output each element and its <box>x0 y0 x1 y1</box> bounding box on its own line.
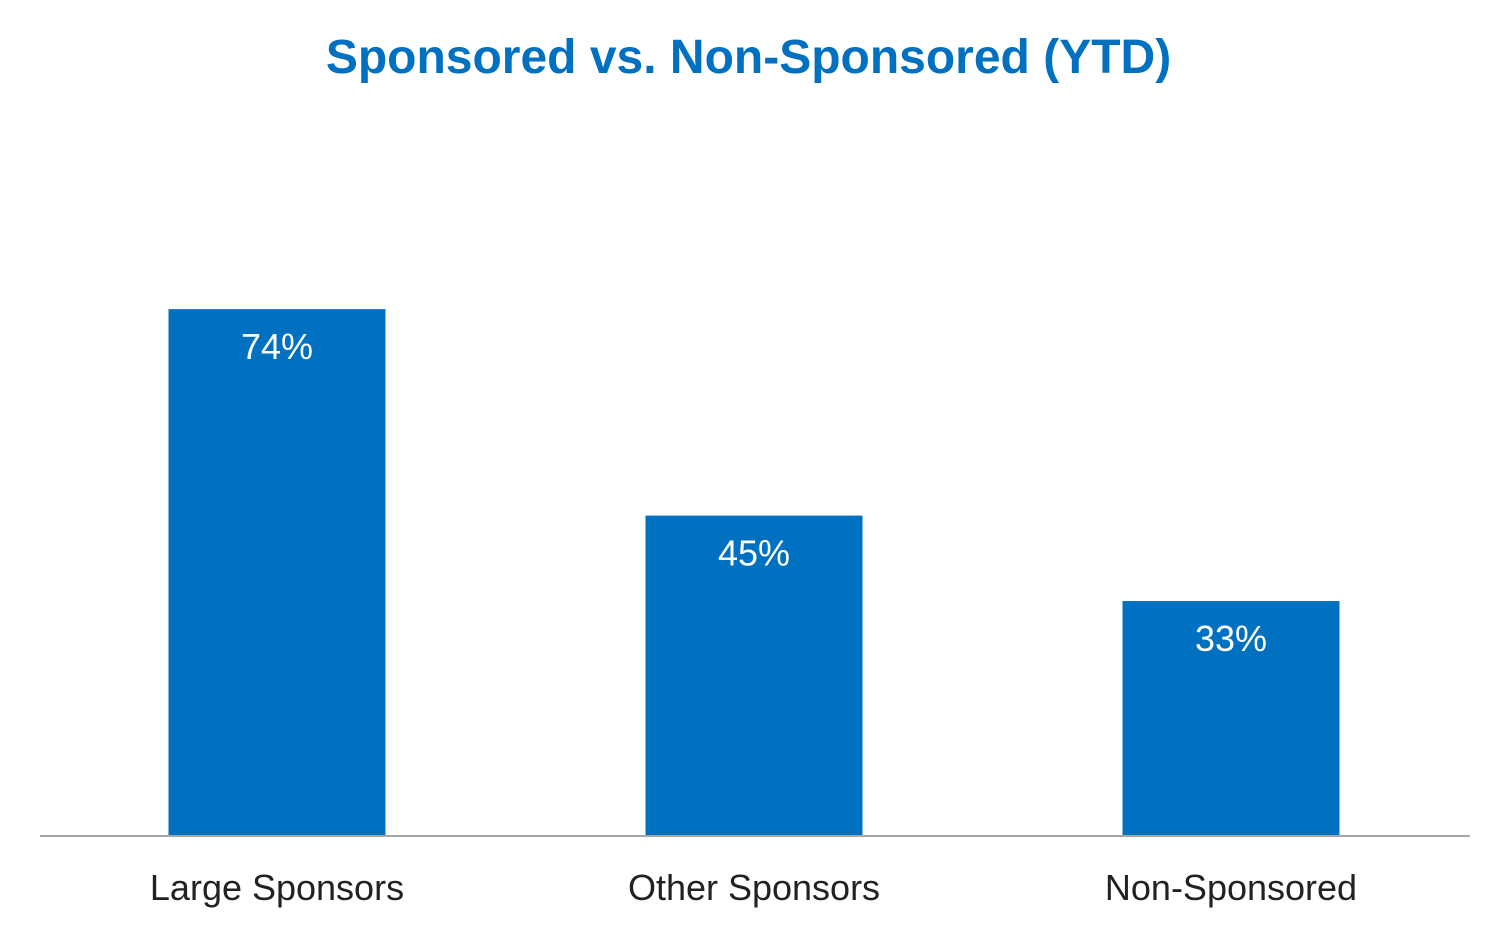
category-labels-layer: Large Sponsors Other Sponsors Non-Sponsore… <box>150 867 1357 908</box>
data-label: 33% <box>1195 618 1267 659</box>
category-label: Large Sponsors <box>150 867 404 908</box>
data-label: 74% <box>241 326 313 367</box>
bar-large-sponsors <box>168 309 386 836</box>
data-labels-layer: 74% 45% 33% <box>241 326 1267 659</box>
bar-other-sponsors <box>645 515 863 836</box>
category-label: Non-Sponsored <box>1105 867 1357 908</box>
chart-title: Sponsored vs. Non-Sponsored (YTD) <box>325 31 1172 84</box>
bar-non-sponsored <box>1122 601 1340 836</box>
category-label: Other Sponsors <box>628 867 880 908</box>
data-label: 45% <box>718 533 790 574</box>
bars-layer <box>168 309 1340 836</box>
